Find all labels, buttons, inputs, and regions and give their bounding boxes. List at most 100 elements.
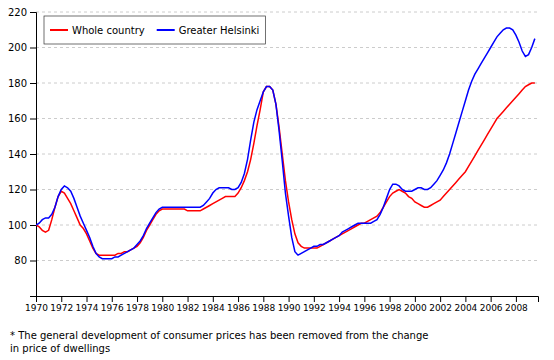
legend: Whole country Greater Helsinki [44, 16, 265, 44]
x-tick-label: 2006 [480, 303, 503, 313]
legend-label: Greater Helsinki [179, 25, 260, 36]
x-tick-mark [465, 296, 466, 302]
y-tick: 220 [8, 7, 36, 18]
x-tick: 2002 [429, 296, 452, 313]
y-tick-label: 80 [14, 255, 27, 266]
y-tick: 120 [8, 184, 36, 195]
x-tick-label: 1970 [25, 303, 48, 313]
x-tick-label: 1974 [76, 303, 99, 313]
y-tick: 160 [8, 113, 36, 124]
x-tick: 1990 [278, 296, 301, 313]
grid-line [36, 83, 538, 84]
x-tick-mark [87, 296, 88, 302]
legend-item: Greater Helsinki [157, 25, 260, 36]
x-tick-mark [491, 296, 492, 302]
x-tick: 1996 [353, 296, 376, 313]
x-tick-mark [188, 296, 189, 302]
grid-line [36, 118, 538, 119]
x-tick-label: 2000 [404, 303, 427, 313]
x-tick-mark [61, 296, 62, 302]
x-tick: 1988 [252, 296, 275, 313]
x-tick-label: 1972 [50, 303, 73, 313]
y-tick-label: 160 [8, 113, 27, 124]
x-tick: 2008 [505, 296, 528, 313]
x-tick-label: 1990 [278, 303, 301, 313]
footnote-line: in price of dwellings [10, 343, 110, 354]
x-tick: 1986 [227, 296, 250, 313]
y-tick-mark [30, 119, 36, 120]
x-tick-mark [516, 296, 517, 302]
x-tick-mark [137, 296, 138, 302]
x-tick-mark [314, 296, 315, 302]
x-tick-mark [390, 296, 391, 302]
y-tick-label: 200 [8, 42, 27, 53]
legend-box [44, 16, 265, 44]
x-tick: 1992 [303, 296, 326, 313]
x-tick-label: 1988 [252, 303, 275, 313]
grid-line [36, 225, 538, 226]
x-tick-label: 2004 [454, 303, 477, 313]
y-tick: 180 [8, 78, 36, 89]
y-tick-label: 180 [8, 78, 27, 89]
y-axis-line [30, 13, 37, 297]
y-tick-mark [30, 225, 36, 226]
y-tick-label: 220 [8, 7, 27, 18]
x-axis-line [37, 297, 539, 303]
x-tick: 1972 [50, 296, 73, 313]
y-tick: 80 [14, 255, 36, 266]
legend-label: Whole country [72, 25, 145, 36]
x-tick-mark [162, 296, 163, 302]
plot-area [36, 28, 535, 259]
x-tick-mark [263, 296, 264, 302]
x-tick-label: 1978 [126, 303, 149, 313]
x-tick-label: 1976 [101, 303, 124, 313]
footnote-line: * The general development of consumer pr… [10, 330, 428, 341]
x-tick-label: 1986 [227, 303, 250, 313]
series-line [36, 28, 535, 259]
x-tick: 2000 [404, 296, 427, 313]
grid-line [36, 12, 538, 13]
x-tick: 1976 [101, 296, 124, 313]
grid [36, 12, 538, 261]
x-tick: 2004 [454, 296, 477, 313]
x-tick: 1994 [328, 296, 351, 313]
y-axis: 80 100 120 140 160 180 200 220 [8, 7, 37, 297]
grid-line [36, 47, 538, 48]
x-tick-mark [112, 296, 113, 302]
x-tick-label: 1980 [151, 303, 174, 313]
y-tick-mark [30, 154, 36, 155]
legend-item: Whole country [50, 25, 145, 36]
x-tick-label: 1998 [379, 303, 402, 313]
y-tick: 140 [8, 149, 36, 160]
y-tick-label: 100 [8, 220, 27, 231]
x-tick-label: 1992 [303, 303, 326, 313]
chart: 1970197219741976197819801982198419861988… [0, 0, 554, 360]
grid-line [36, 154, 538, 155]
x-tick-label: 1982 [177, 303, 200, 313]
grid-line [36, 260, 538, 261]
x-tick: 2006 [480, 296, 503, 313]
x-tick-label: 1994 [328, 303, 351, 313]
x-tick: 1982 [177, 296, 200, 313]
x-tick-mark [364, 296, 365, 302]
footnote: * The general development of consumer pr… [10, 330, 428, 354]
x-tick-mark [289, 296, 290, 302]
y-tick-label: 140 [8, 149, 27, 160]
legend-swatch [157, 29, 175, 31]
x-tick-label: 2002 [429, 303, 452, 313]
y-tick-mark [30, 83, 36, 84]
x-tick-mark [415, 296, 416, 302]
x-tick: 1980 [151, 296, 174, 313]
x-tick-label: 1984 [202, 303, 225, 313]
y-tick-mark [30, 261, 36, 262]
x-tick: 1974 [76, 296, 99, 313]
legend-swatch [50, 29, 68, 31]
y-tick-mark [30, 12, 36, 13]
x-tick: 1978 [126, 296, 149, 313]
y-tick-mark [30, 190, 36, 191]
x-tick-mark [238, 296, 239, 302]
series-line [36, 83, 535, 255]
x-tick-label: 2008 [505, 303, 528, 313]
x-axis: 1970197219741976197819801982198419861988… [25, 296, 538, 313]
y-tick: 100 [8, 220, 36, 231]
